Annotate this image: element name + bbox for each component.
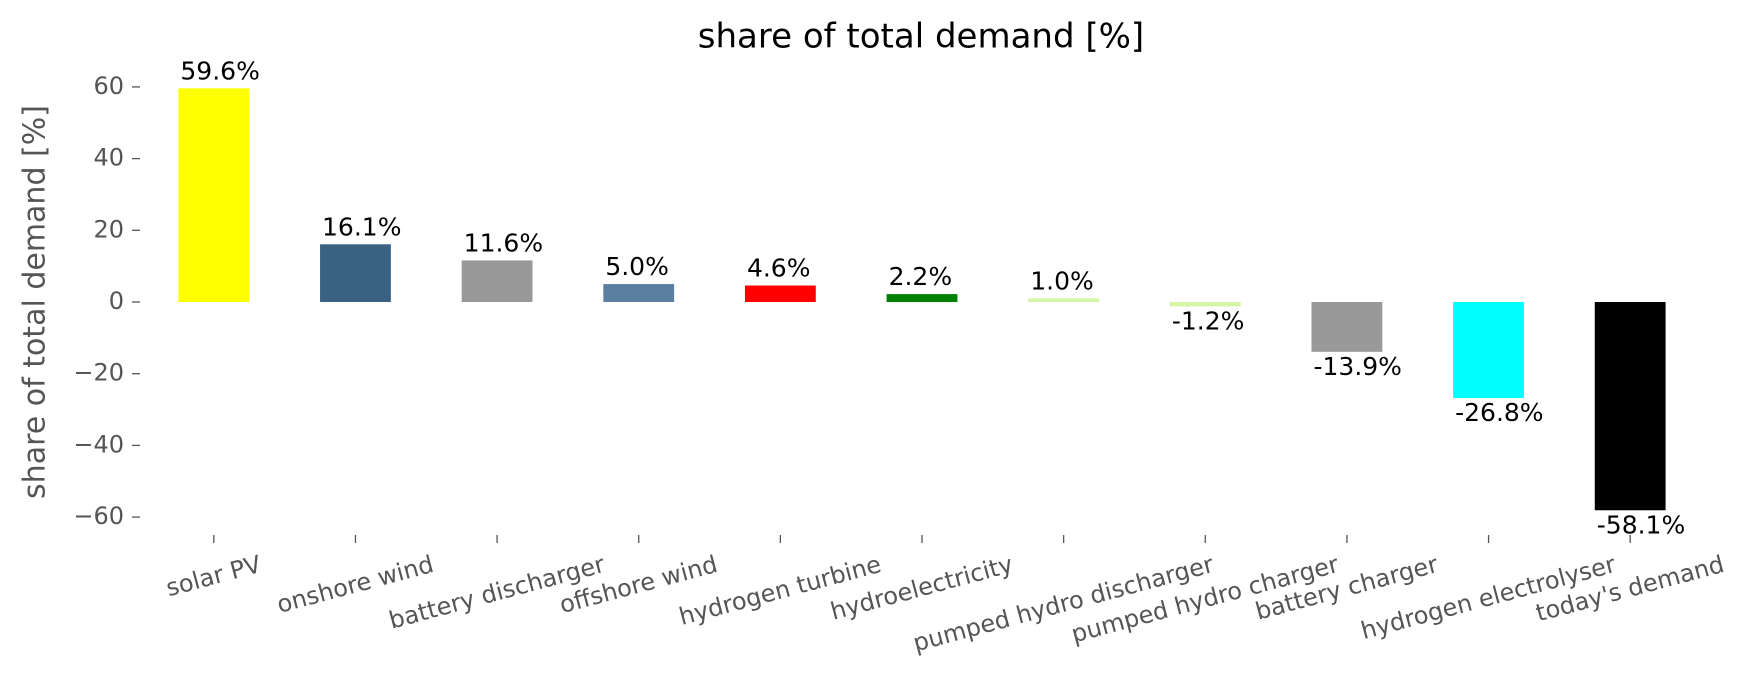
bar <box>1169 302 1241 307</box>
y-tick-label: −20 <box>73 359 124 387</box>
bar <box>461 260 533 302</box>
y-tick-label: −40 <box>73 430 124 458</box>
value-label: 59.6% <box>180 56 259 85</box>
value-label: 5.0% <box>605 252 669 281</box>
x-tick-label: solar PV <box>163 550 264 602</box>
value-label: -26.8% <box>1455 398 1543 427</box>
y-tick-label: −60 <box>73 502 124 530</box>
bar <box>320 244 391 302</box>
bar <box>744 285 816 302</box>
chart-title: share of total demand [%] <box>698 17 1144 57</box>
y-tick-label: 60 <box>93 72 124 100</box>
y-tick-label: 40 <box>93 144 124 172</box>
y-tick-label: 20 <box>93 215 124 243</box>
bar <box>603 284 675 302</box>
value-label: 11.6% <box>464 228 543 257</box>
bar <box>178 88 250 302</box>
bar <box>886 294 958 302</box>
value-label: -13.9% <box>1314 352 1402 381</box>
bar <box>1453 302 1524 399</box>
value-label: 2.2% <box>889 262 953 291</box>
value-label: -1.2% <box>1172 306 1245 335</box>
y-tick-label: 0 <box>109 287 124 315</box>
bar <box>1311 302 1383 352</box>
value-label: 4.6% <box>747 254 811 283</box>
value-label: 1.0% <box>1030 266 1094 295</box>
value-label: 16.1% <box>322 212 401 241</box>
y-axis-label: share of total demand [%] <box>18 105 53 499</box>
bar <box>1594 302 1666 511</box>
bar <box>1028 298 1100 302</box>
value-label: -58.1% <box>1597 510 1685 539</box>
